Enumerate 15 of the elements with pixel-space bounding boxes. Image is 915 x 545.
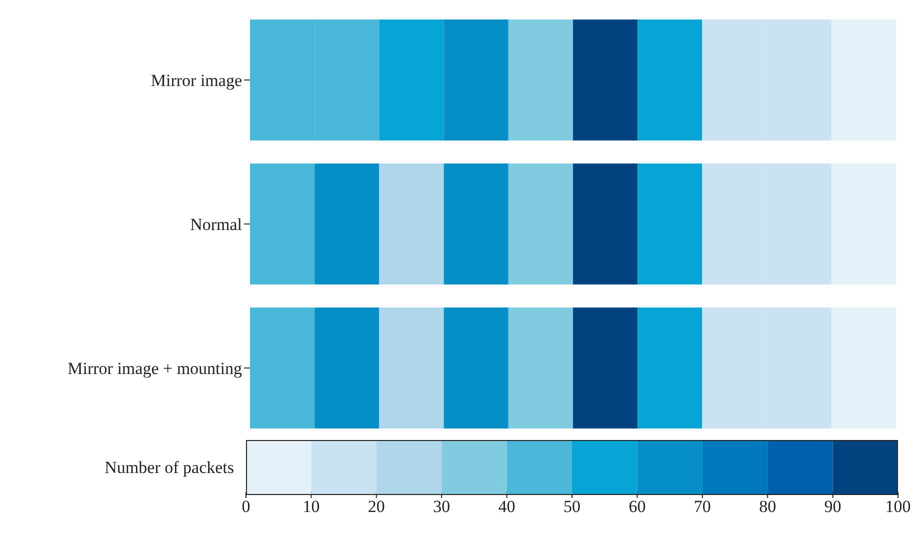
color-bar-label: 90 <box>824 497 842 516</box>
color-bar-label: 70 <box>694 497 711 516</box>
color-bar-label: 50 <box>564 497 580 516</box>
color-bar-label: 30 <box>433 497 450 516</box>
color-bar-label: 20 <box>368 497 385 516</box>
color-bar-label: 10 <box>302 497 320 516</box>
color-bar-label: 60 <box>628 497 646 516</box>
color-bar-title: Number of packets <box>104 458 234 478</box>
y-tick-label: Mirror image <box>150 71 242 90</box>
y-tick-label: Normal <box>190 215 242 234</box>
color-bar-label: 0 <box>242 497 250 516</box>
color-bar-label: 40 <box>498 497 516 516</box>
color-bar-label: 100 <box>885 497 911 516</box>
y-tick-label: Mirror image + mounting <box>68 359 242 378</box>
color-bar-label: 80 <box>759 497 776 516</box>
